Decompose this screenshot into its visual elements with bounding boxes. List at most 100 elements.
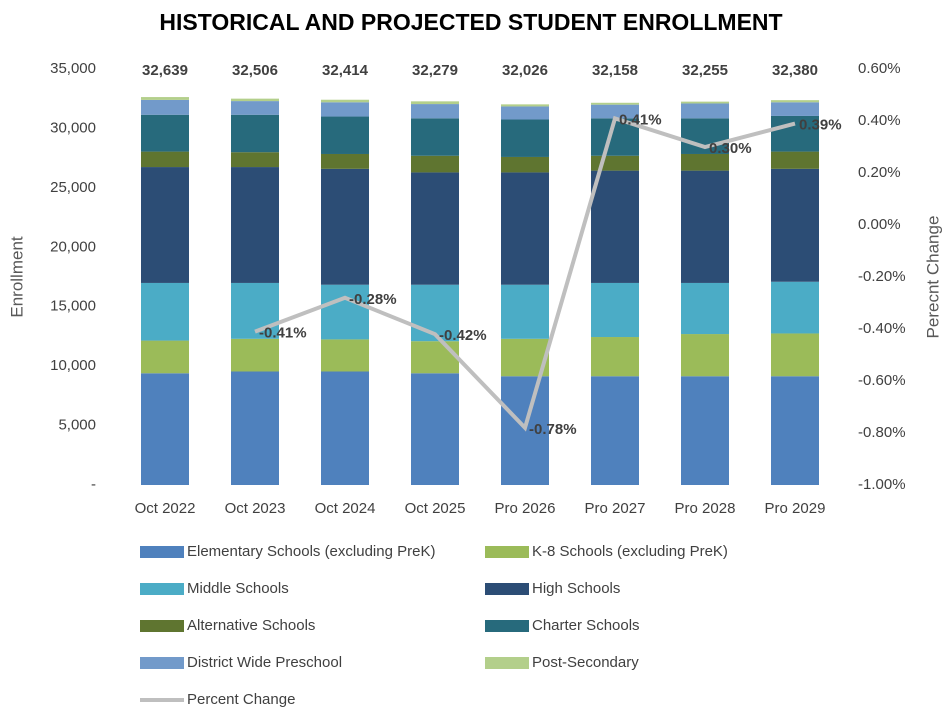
bar-segment — [411, 101, 459, 105]
legend-label: Post-Secondary — [532, 654, 639, 671]
bar-segment — [321, 284, 369, 340]
y-tick-label: - — [91, 476, 96, 493]
total-label: 32,026 — [502, 62, 548, 79]
legend-label: Elementary Schools (excluding PreK) — [187, 543, 435, 560]
legend-swatch — [140, 546, 184, 558]
total-label: 32,279 — [412, 62, 458, 79]
line-data-label: -0.42% — [439, 327, 487, 344]
bar-segment — [231, 114, 279, 153]
bar-segment — [501, 106, 549, 120]
legend-swatch — [140, 583, 184, 595]
bar-segment — [591, 170, 639, 283]
legend-swatch — [140, 620, 184, 632]
bar-segment — [501, 172, 549, 285]
bar-segment — [681, 101, 729, 104]
bar-segment — [591, 102, 639, 105]
x-tick-label: Oct 2024 — [315, 500, 376, 517]
bar-segment — [231, 101, 279, 115]
y2-axis-title: Perecnt Change — [923, 216, 942, 339]
bar-segment — [321, 339, 369, 372]
y2-tick-label: 0.20% — [858, 164, 901, 181]
x-tick-label: Pro 2026 — [495, 500, 556, 517]
legend-label: K-8 Schools (excluding PreK) — [532, 543, 728, 560]
bar-segment — [141, 97, 189, 100]
bar-segment — [771, 100, 819, 103]
legend-swatch — [140, 657, 184, 669]
bar-segment — [141, 167, 189, 283]
total-label: 32,255 — [682, 62, 728, 79]
bar-segment — [591, 104, 639, 119]
legend-swatch — [485, 657, 529, 669]
y-tick-label: 35,000 — [50, 60, 96, 77]
bar-segment — [321, 102, 369, 117]
bar-segment — [231, 371, 279, 485]
bar-segment — [771, 115, 819, 152]
y-tick-label: 15,000 — [50, 298, 96, 315]
y-tick-label: 30,000 — [50, 119, 96, 136]
bar-segment — [141, 151, 189, 168]
line-data-label: 0.39% — [799, 117, 842, 134]
bar-segment — [411, 104, 459, 119]
bar-segment — [141, 282, 189, 341]
bar-segment — [411, 373, 459, 485]
line-data-label: 0.30% — [709, 140, 752, 157]
bar-segment — [231, 98, 279, 102]
total-label: 32,380 — [772, 62, 818, 79]
legend-label: High Schools — [532, 580, 620, 597]
y-tick-label: 5,000 — [58, 417, 96, 434]
bar-segment — [771, 151, 819, 169]
bar-segment — [681, 334, 729, 377]
bar-segment — [141, 373, 189, 485]
bar-segment — [591, 155, 639, 171]
line-data-label: 0.41% — [619, 111, 662, 128]
bar-segment — [591, 376, 639, 485]
bar-segment — [771, 168, 819, 282]
bar-segment — [501, 284, 549, 339]
x-tick-label: Pro 2028 — [675, 500, 736, 517]
bar-segment — [771, 333, 819, 377]
bar-segment — [411, 172, 459, 285]
legend-label: Charter Schools — [532, 617, 640, 634]
line-data-label: -0.28% — [349, 291, 397, 308]
y2-tick-label: -0.20% — [858, 268, 906, 285]
y2-tick-label: -0.80% — [858, 424, 906, 441]
x-tick-label: Oct 2025 — [405, 500, 466, 517]
bar-segment — [411, 341, 459, 374]
bar-segment — [771, 281, 819, 334]
y2-tick-label: -0.60% — [858, 372, 906, 389]
bar-segment — [591, 282, 639, 338]
legend-label: Percent Change — [187, 691, 295, 708]
bar-segment — [231, 152, 279, 168]
bar-segment — [501, 104, 549, 107]
bar-segment — [321, 168, 369, 285]
bar-segment — [321, 153, 369, 169]
legend-swatch — [485, 583, 529, 595]
bar-segment — [771, 376, 819, 485]
line-series — [254, 115, 796, 432]
y-tick-label: 20,000 — [50, 238, 96, 255]
total-label: 32,158 — [592, 62, 638, 79]
x-tick-label: Pro 2029 — [765, 500, 826, 517]
line-data-label: -0.41% — [259, 325, 307, 342]
bar-segment — [591, 337, 639, 377]
y-tick-label: 25,000 — [50, 179, 96, 196]
total-label: 32,506 — [232, 62, 278, 79]
bar-segment — [681, 170, 729, 283]
legend-swatch — [485, 546, 529, 558]
total-label: 32,639 — [142, 62, 188, 79]
bar-segment — [411, 284, 459, 342]
y2-tick-label: -1.00% — [858, 476, 906, 493]
bar-segment — [681, 153, 729, 171]
legend-label: Alternative Schools — [187, 617, 315, 634]
legend-swatch — [485, 620, 529, 632]
legend-label: Middle Schools — [187, 580, 289, 597]
bar-segment — [411, 118, 459, 156]
total-label: 32,414 — [322, 62, 369, 79]
y-axis-title: Enrollment — [7, 236, 26, 318]
bar-segment — [771, 102, 819, 116]
y-tick-label: 10,000 — [50, 357, 96, 374]
bar-segment — [501, 156, 549, 173]
bar-segment — [141, 340, 189, 374]
y2-tick-label: 0.00% — [858, 216, 901, 233]
